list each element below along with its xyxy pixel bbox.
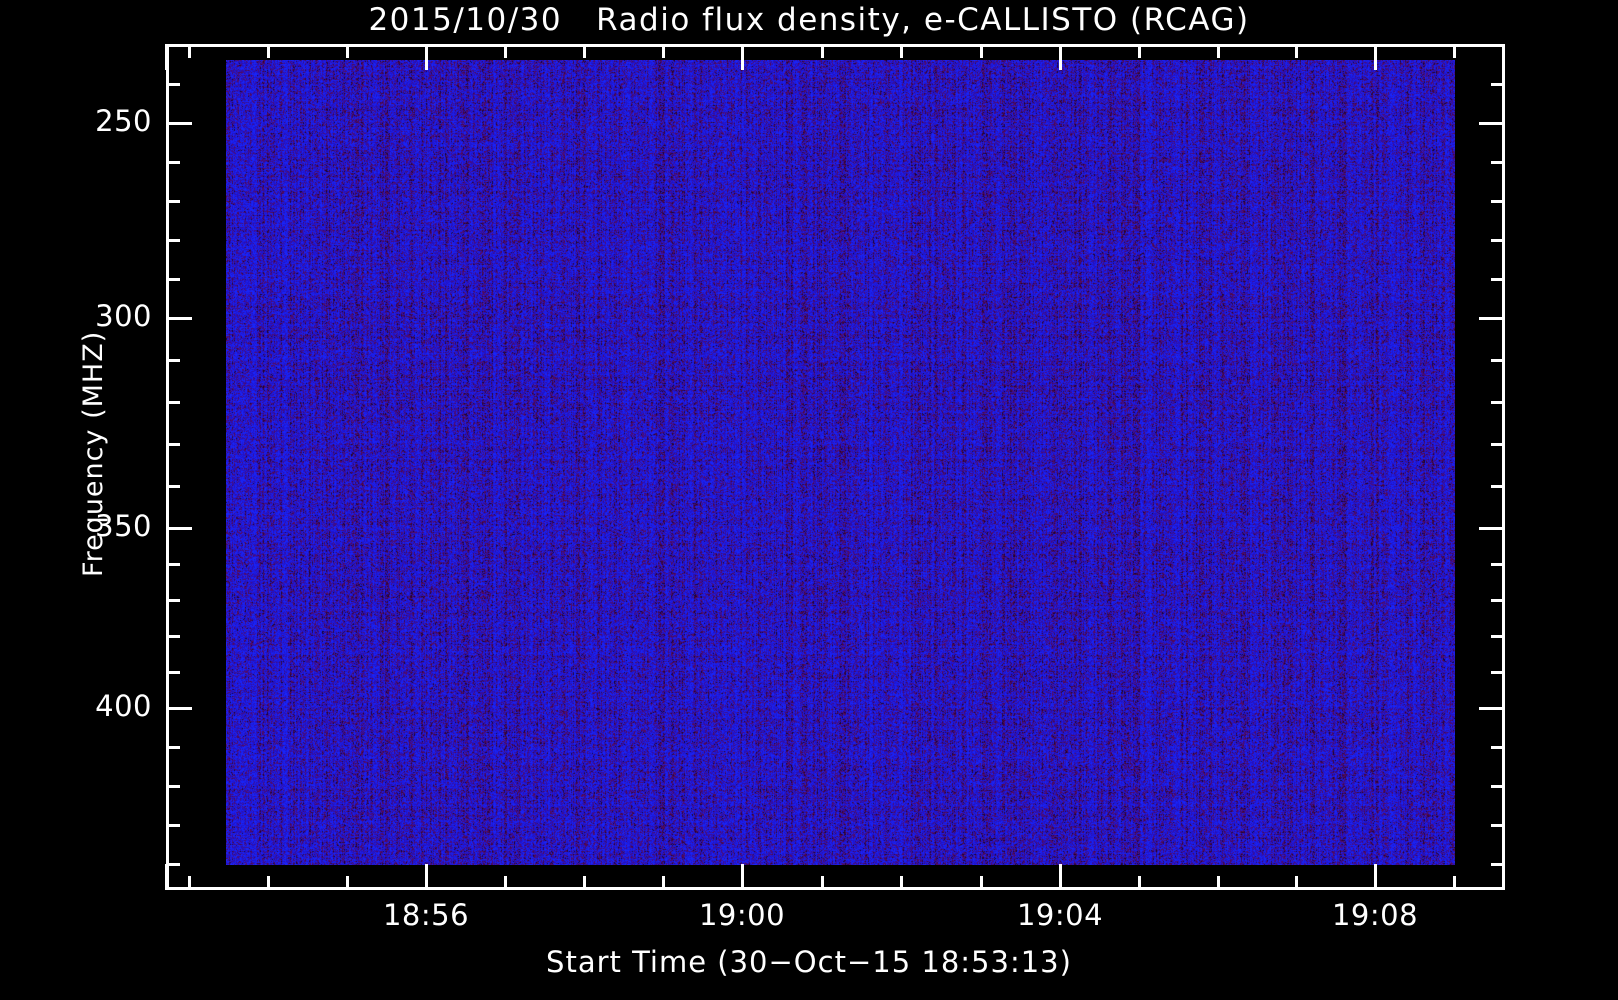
y-axis-minor-tick	[166, 746, 180, 749]
y-axis-minor-tick	[166, 359, 180, 362]
x-axis-minor-tick	[1137, 876, 1141, 890]
y-axis-major-tick	[166, 527, 192, 530]
x-axis-minor-tick	[187, 876, 191, 890]
y-axis-major-tick-right	[1479, 707, 1505, 710]
y-axis-minor-tick-right	[1491, 563, 1505, 566]
y-axis-minor-tick	[166, 563, 180, 566]
x-axis-major-tick	[1059, 864, 1062, 890]
y-axis-minor-tick-right	[1491, 824, 1505, 827]
y-axis-title: Frequency (MHZ)	[78, 330, 109, 577]
y-axis-major-tick	[166, 317, 192, 320]
y-axis-minor-tick-right	[1491, 200, 1505, 203]
y-axis-minor-tick-right	[1491, 863, 1505, 866]
y-axis-minor-tick	[166, 785, 180, 788]
y-axis-minor-tick	[166, 635, 180, 638]
x-axis-minor-tick	[1295, 876, 1299, 890]
x-axis-minor-tick	[900, 876, 903, 890]
x-axis-minor-tick-top	[979, 44, 983, 58]
x-axis-major-tick-top	[165, 44, 168, 70]
x-axis-major-tick-top	[1059, 44, 1062, 70]
y-axis-minor-tick	[166, 671, 180, 674]
x-axis-minor-tick-top	[1216, 44, 1220, 58]
y-tick-label: 350	[95, 509, 152, 543]
y-axis-major-tick-right	[1479, 317, 1505, 320]
y-axis-major-tick	[166, 122, 192, 125]
y-axis-minor-tick	[166, 83, 180, 86]
x-axis-minor-tick-top	[900, 44, 903, 58]
y-tick-label: 400	[95, 689, 152, 723]
x-axis-minor-tick-top	[345, 44, 349, 58]
y-axis-minor-tick-right	[1491, 401, 1505, 404]
spectrogram-image	[226, 60, 1455, 865]
x-axis-major-tick	[425, 864, 428, 890]
x-axis-minor-tick	[266, 876, 270, 890]
x-axis-minor-tick	[1453, 876, 1457, 890]
x-axis-minor-tick	[979, 876, 983, 890]
x-axis-title: Start Time (30−Oct−15 18:53:13)	[546, 945, 1072, 979]
y-axis-minor-tick-right	[1491, 671, 1505, 674]
x-axis-minor-tick-top	[187, 44, 191, 58]
x-axis-minor-tick-top	[266, 44, 270, 58]
y-axis-major-tick-right	[1479, 527, 1505, 530]
x-axis-minor-tick	[662, 876, 665, 890]
x-axis-minor-tick-top	[662, 44, 665, 58]
y-axis-minor-tick	[166, 239, 180, 242]
y-axis-minor-tick-right	[1491, 278, 1505, 281]
x-axis-major-tick	[741, 864, 744, 890]
y-axis-minor-tick-right	[1491, 785, 1505, 788]
y-axis-minor-tick	[166, 443, 180, 446]
x-tick-label: 18:56	[382, 898, 470, 932]
x-axis-minor-tick	[345, 876, 349, 890]
y-axis-minor-tick-right	[1491, 83, 1505, 86]
x-axis-minor-tick	[1216, 876, 1220, 890]
x-axis-major-tick	[165, 864, 168, 890]
x-axis-minor-tick-top	[1295, 44, 1299, 58]
y-axis-minor-tick	[166, 485, 180, 488]
x-axis-minor-tick-top	[1453, 44, 1457, 58]
y-axis-minor-tick-right	[1491, 359, 1505, 362]
y-axis-major-tick	[166, 707, 192, 710]
x-axis-minor-tick-top	[583, 44, 586, 58]
y-tick-label: 250	[95, 104, 152, 138]
x-axis-major-tick-top	[1374, 44, 1377, 70]
x-axis-minor-tick-top	[504, 44, 507, 58]
x-axis-major-tick	[1374, 864, 1377, 890]
x-axis-major-tick-top	[741, 44, 744, 70]
y-axis-minor-tick	[166, 824, 180, 827]
x-axis-minor-tick	[504, 876, 507, 890]
y-axis-minor-tick-right	[1491, 443, 1505, 446]
x-tick-label: 19:08	[1331, 898, 1419, 932]
x-tick-label: 19:04	[1016, 898, 1104, 932]
y-axis-minor-tick	[166, 599, 180, 602]
page-title: 2015/10/30 Radio flux density, e-CALLIST…	[368, 2, 1250, 38]
y-axis-minor-tick	[166, 200, 180, 203]
x-axis-minor-tick-top	[1137, 44, 1141, 58]
y-axis-minor-tick-right	[1491, 599, 1505, 602]
x-axis-minor-tick	[583, 876, 586, 890]
x-axis-minor-tick	[820, 876, 824, 890]
y-tick-label: 300	[95, 299, 152, 333]
x-axis-major-tick-top	[425, 44, 428, 70]
y-axis-minor-tick-right	[1491, 485, 1505, 488]
y-axis-major-tick-right	[1479, 122, 1505, 125]
y-axis-minor-tick-right	[1491, 161, 1505, 164]
y-axis-minor-tick-right	[1491, 239, 1505, 242]
y-axis-minor-tick	[166, 863, 180, 866]
y-axis-minor-tick-right	[1491, 746, 1505, 749]
y-axis-minor-tick	[166, 161, 180, 164]
x-tick-label: 19:00	[698, 898, 786, 932]
y-axis-minor-tick	[166, 401, 180, 404]
y-axis-minor-tick	[166, 278, 180, 281]
x-axis-minor-tick-top	[820, 44, 824, 58]
y-axis-minor-tick-right	[1491, 635, 1505, 638]
